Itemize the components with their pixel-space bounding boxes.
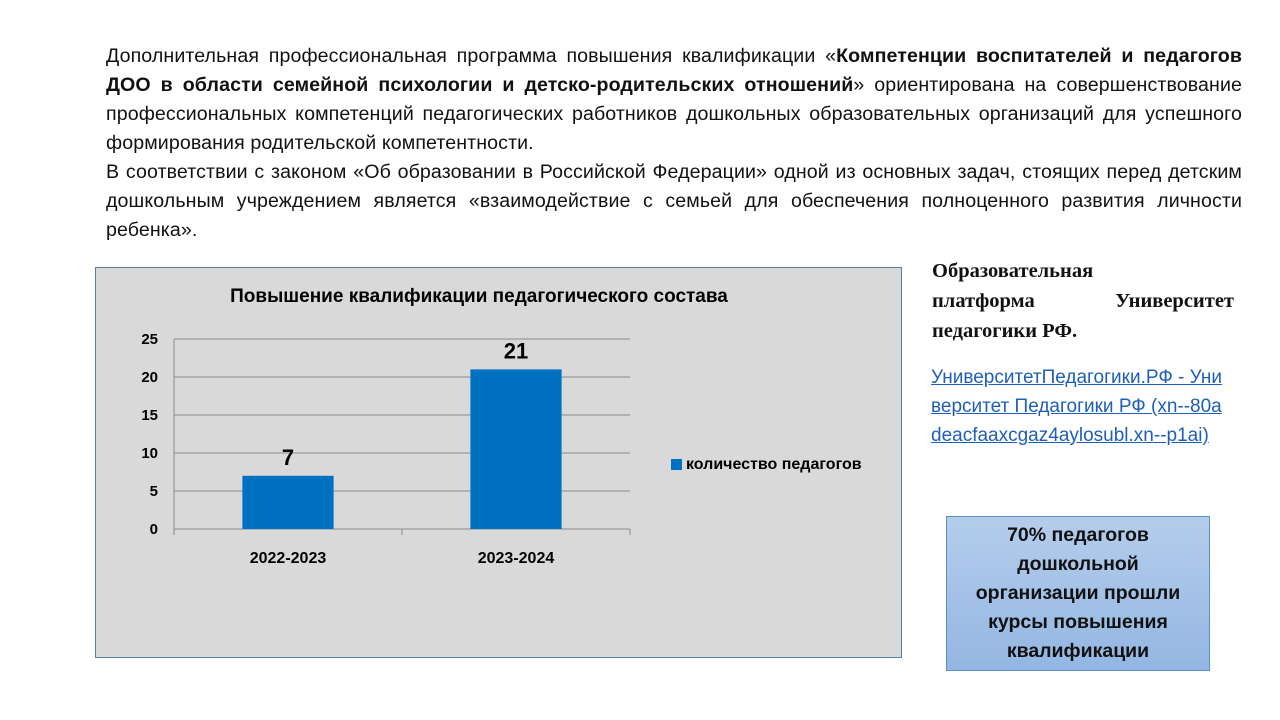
y-tick-label: 0 [150, 521, 158, 538]
chart-panel: Повышение квалификации педагогического с… [95, 267, 902, 658]
x-category-label: 2023-2024 [478, 550, 555, 567]
platform-title: Образовательная платформа Университет пед… [932, 256, 1234, 346]
bar-value-label: 7 [282, 445, 294, 470]
legend-swatch [671, 459, 682, 470]
intro-part1: Дополнительная профессиональная программ… [106, 45, 837, 67]
bar-chart: Повышение квалификации педагогического с… [141, 286, 862, 567]
y-tick-label: 15 [141, 407, 158, 424]
intro-text-1: Дополнительная профессиональная программ… [106, 42, 1242, 158]
platform-title-line2: платформа Университет [932, 286, 1234, 316]
y-axis-ticks: 0 5 10 15 20 25 [141, 331, 158, 538]
platform-title-line3: педагогики РФ. [932, 320, 1078, 342]
bar [242, 475, 334, 529]
platform-link[interactable]: УниверситетПедагогики.РФ - Университет П… [931, 367, 1222, 446]
chart-legend: количество педагогов [671, 456, 862, 473]
bar [470, 369, 562, 529]
platform-title-word-2: Университет [1115, 290, 1234, 312]
bar-value-label: 21 [504, 338, 528, 363]
data-labels: 7 21 [282, 338, 528, 469]
platform-title-line1: Образовательная [932, 260, 1094, 282]
chart-title: Повышение квалификации педагогического с… [230, 286, 728, 307]
legend-label: количество педагогов [686, 456, 862, 473]
intro-text-2: В соответствии с законом «Об образовании… [106, 161, 1242, 241]
chart-bars [242, 369, 562, 529]
y-tick-label: 20 [141, 369, 158, 386]
intro-paragraph: Дополнительная профессиональная программ… [106, 42, 1242, 245]
y-tick-label: 10 [141, 445, 158, 462]
x-category-label: 2022-2023 [250, 550, 327, 567]
platform-title-word-1: платформа [932, 290, 1035, 312]
y-tick-label: 25 [141, 331, 158, 348]
intro-part2: » ориентирована на совершенствование про… [106, 74, 1242, 154]
x-axis-categories: 2022-2023 2023-2024 [250, 550, 555, 567]
stat-callout: 70% педагогов дошкольной организации про… [946, 516, 1210, 671]
program-name: Компетенции воспитателей и педагогов ДОО… [106, 45, 1242, 96]
stat-text: 70% педагогов дошкольной организации про… [975, 524, 1181, 662]
y-tick-label: 5 [150, 483, 158, 500]
